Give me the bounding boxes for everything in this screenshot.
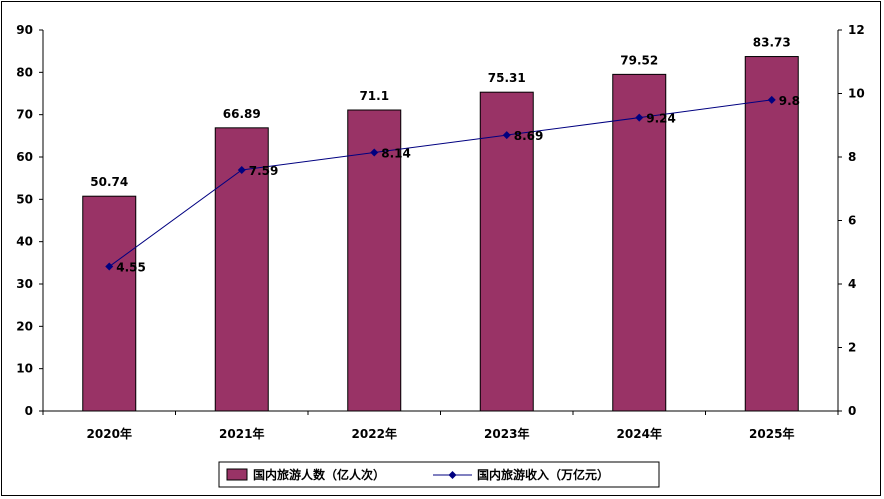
y-right-tick-label: 8 (848, 150, 856, 164)
bar (479, 91, 534, 412)
bar (612, 73, 667, 412)
bar-data-label: 75.31 (488, 71, 526, 85)
legend-line-marker (448, 471, 457, 479)
x-tick-label: 2025年 (749, 426, 794, 441)
x-tick-label: 2024年 (617, 426, 662, 441)
line-data-label: 7.59 (249, 164, 279, 178)
bar (347, 109, 402, 412)
y-left-tick-label: 90 (16, 23, 33, 37)
line-point (370, 148, 379, 157)
y-left-tick-label: 40 (16, 235, 33, 249)
bar-series (82, 56, 799, 412)
y-right-tick-label: 4 (848, 277, 856, 291)
bar (82, 195, 137, 412)
y-right-tick-label: 0 (848, 404, 856, 418)
x-tick-label: 2020年 (87, 426, 132, 441)
legend-bar-swatch (226, 468, 248, 481)
x-tick-label: 2022年 (352, 426, 397, 441)
line-point (635, 113, 644, 122)
bar (214, 127, 269, 412)
y-left-tick-label: 70 (16, 108, 33, 122)
x-tick-label: 2021年 (219, 426, 264, 441)
y-right-tick-label: 12 (848, 23, 865, 37)
y-left-tick-label: 60 (16, 150, 33, 164)
x-tick-label: 2023年 (484, 426, 529, 441)
y-left-tick-label: 20 (16, 319, 33, 333)
y-left-tick-label: 80 (16, 65, 33, 79)
line-data-label: 8.69 (514, 129, 544, 143)
y-right-tick-label: 6 (848, 214, 856, 228)
line-point (105, 262, 114, 271)
line-data-label: 9.8 (779, 94, 800, 108)
line-data-label: 8.14 (381, 147, 411, 161)
line-point (502, 131, 511, 140)
line-point (767, 95, 776, 104)
bar-data-label: 66.89 (223, 107, 261, 121)
y-right-tick-label: 10 (848, 87, 865, 101)
y-left-tick-label: 50 (16, 192, 33, 206)
legend: 国内旅游人数（亿人次） 国内旅游收入（万亿元） (218, 461, 660, 488)
legend-line-label: 国内旅游收入（万亿元） (477, 467, 609, 482)
bar-data-label: 83.73 (753, 36, 791, 50)
legend-bar-label: 国内旅游人数（亿人次） (253, 467, 385, 482)
bar-data-label: 50.74 (90, 175, 128, 189)
bar-data-label: 79.52 (620, 53, 658, 67)
bar (744, 56, 799, 412)
line-point (237, 166, 246, 175)
y-left-tick-label: 0 (25, 404, 33, 418)
axes: 0 10 20 30 40 50 60 70 80 90 0 2 4 6 8 10 12 2020年 2021年 20… (16, 23, 864, 441)
line-series (105, 95, 776, 271)
data-labels: 50.74 66.89 71.1 75.31 79.52 83.73 4.55 7.59 8.1… (90, 36, 800, 275)
line-path (108, 99, 772, 267)
line-data-label: 9.24 (646, 112, 676, 126)
y-left-tick-label: 30 (16, 277, 33, 291)
bar-data-label: 71.1 (359, 89, 389, 103)
y-right-tick-label: 2 (848, 341, 856, 355)
y-left-tick-label: 10 (16, 362, 33, 376)
line-data-label: 4.55 (116, 261, 146, 275)
